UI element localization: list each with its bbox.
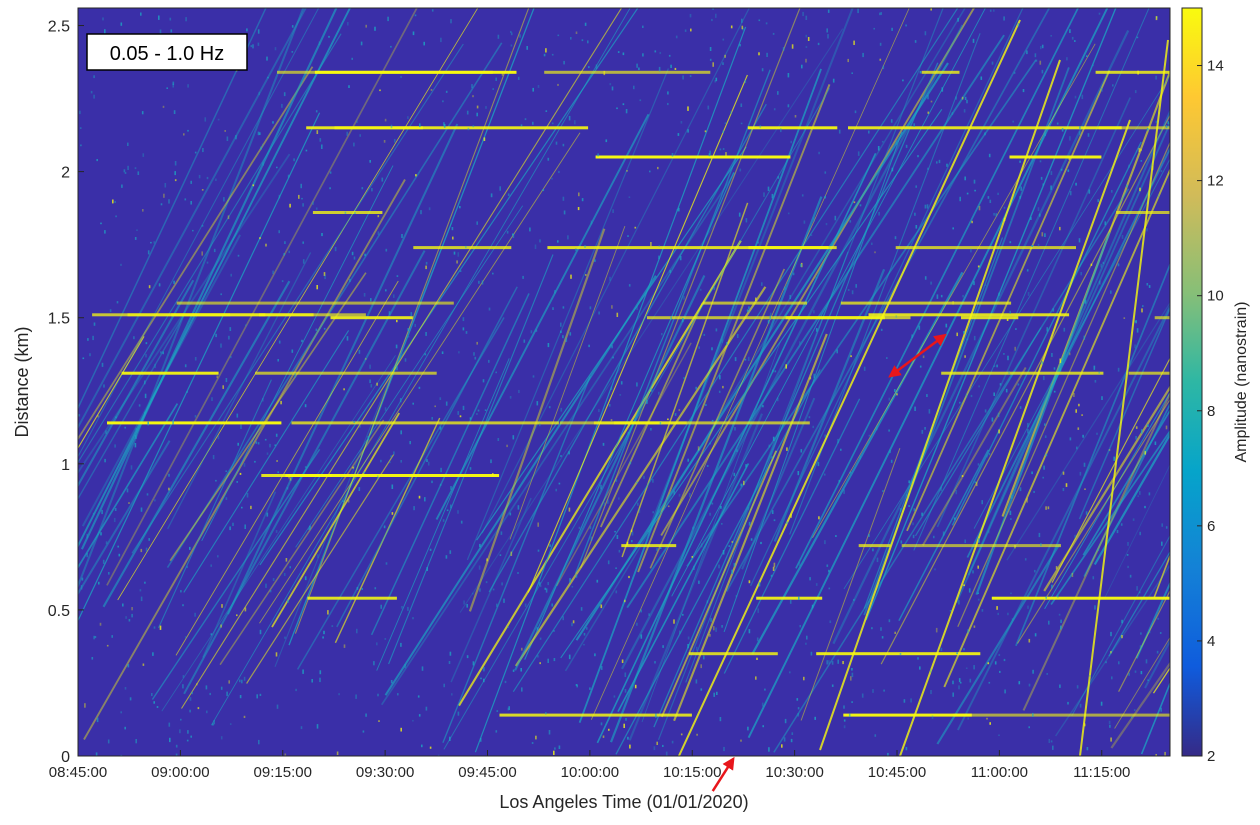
- colorbar-tick-label: 6: [1207, 518, 1215, 535]
- colorbar-tick-label: 12: [1207, 173, 1224, 190]
- y-tick-label: 2.5: [48, 19, 70, 36]
- x-tick-label: 09:15:00: [254, 764, 312, 781]
- colorbar-label: Amplitude (nanostrain): [1233, 302, 1250, 463]
- x-axis-label: Los Angeles Time (01/01/2020): [499, 792, 748, 812]
- colorbar-tick-label: 14: [1207, 58, 1224, 75]
- band-label: 0.05 - 1.0 Hz: [110, 43, 225, 65]
- colorbar-tick-label: 4: [1207, 633, 1215, 650]
- colorbar: [1182, 8, 1202, 756]
- colorbar-tick-label: 10: [1207, 288, 1224, 305]
- y-tick-label: 0.5: [48, 603, 70, 620]
- band-label-box: 0.05 - 1.0 Hz: [87, 34, 247, 70]
- y-axis-label: Distance (km): [12, 326, 32, 437]
- x-tick-label: 11:15:00: [1073, 764, 1130, 781]
- y-tick-label: 1: [61, 457, 70, 474]
- x-tick-label: 10:15:00: [663, 764, 721, 781]
- y-tick-label: 0: [61, 749, 70, 766]
- x-tick-label: 10:30:00: [765, 764, 823, 781]
- x-tick-label: 10:45:00: [868, 764, 926, 781]
- x-tick-label: 09:45:00: [458, 764, 516, 781]
- x-tick-label: 10:00:00: [561, 764, 619, 781]
- x-tick-label: 09:30:00: [356, 764, 414, 781]
- colorbar-tick-label: 8: [1207, 403, 1215, 420]
- colorbar-tick-label: 2: [1207, 748, 1215, 765]
- y-tick-label: 2: [61, 165, 70, 182]
- x-tick-label: 08:45:00: [49, 764, 107, 781]
- y-tick-label: 1.5: [48, 311, 70, 328]
- x-tick-label: 09:00:00: [151, 764, 209, 781]
- x-tick-label: 11:00:00: [971, 764, 1028, 781]
